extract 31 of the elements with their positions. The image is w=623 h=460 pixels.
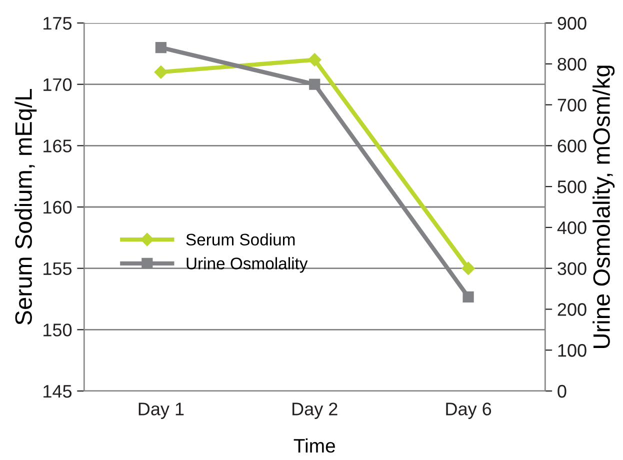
y-tick-label: 150 xyxy=(44,324,72,336)
y-tick-label: 175 xyxy=(44,17,72,30)
x-tick-label: Day 1 xyxy=(138,402,184,419)
y2-tick-label: 500 xyxy=(558,180,586,194)
y2-tick-label: 300 xyxy=(558,262,586,276)
x-tick-label: Day 6 xyxy=(446,402,492,419)
point xyxy=(309,78,320,90)
legend-label: Urine Osmolality xyxy=(186,257,308,273)
point xyxy=(462,291,474,303)
y2-tick-label: 700 xyxy=(558,98,586,112)
y-tick-label: 165 xyxy=(44,140,72,152)
y2-tick-label: 200 xyxy=(558,303,586,316)
y-tick-label: 170 xyxy=(44,78,72,92)
point xyxy=(462,262,475,275)
y2-tick-label: 600 xyxy=(558,140,586,152)
y-axis-title: Serum Sodium, mEq/L xyxy=(14,89,37,325)
y-tick-label: 155 xyxy=(44,262,72,276)
point xyxy=(308,53,322,66)
y2-tick-label: 0 xyxy=(558,384,566,398)
point xyxy=(155,42,166,54)
y2-tick-label: 400 xyxy=(557,221,586,234)
y2-axis-title: Urine Osmolality, mOsm/kg xyxy=(592,66,615,348)
x-tick-label: Day 2 xyxy=(292,402,338,419)
y2-tick-label: 100 xyxy=(558,344,586,357)
y-tick-label: 160 xyxy=(44,200,72,214)
legend-label: Serum Sodium xyxy=(186,233,295,246)
y2-tick-label: 800 xyxy=(558,58,586,71)
y2-tick-label: 900 xyxy=(558,16,586,30)
point xyxy=(154,65,168,79)
x-axis-title: Time xyxy=(294,438,335,453)
y-tick-label: 145 xyxy=(44,385,72,398)
